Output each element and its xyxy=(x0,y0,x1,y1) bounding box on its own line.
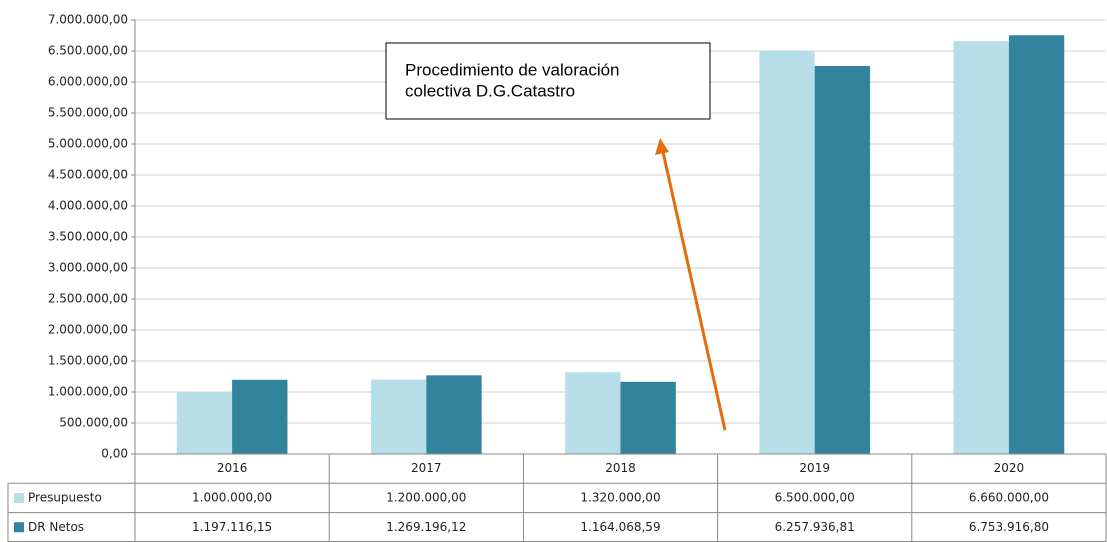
y-tick-label: 4.500.000,00 xyxy=(48,168,128,182)
y-tick-label: 5.500.000,00 xyxy=(48,106,128,120)
y-tick-label: 2.500.000,00 xyxy=(48,292,128,306)
bar xyxy=(176,392,233,454)
table-value: 6.257.936,81 xyxy=(775,520,855,534)
table-value: 6.660.000,00 xyxy=(969,490,1049,504)
bar xyxy=(426,375,482,454)
x-tick-label: 2019 xyxy=(799,461,830,475)
table-value: 6.753.916,80 xyxy=(969,520,1049,534)
x-tick-label: 2017 xyxy=(411,461,442,475)
bar xyxy=(232,379,288,454)
annotation-box xyxy=(385,42,711,120)
y-tick-label: 4.000.000,00 xyxy=(48,199,128,213)
table-value: 1.164.068,59 xyxy=(580,520,660,534)
table-value: 1.269.196,12 xyxy=(386,520,466,534)
annotation-text: colectiva D.G.Catastro xyxy=(405,81,575,100)
x-tick-label: 2020 xyxy=(994,461,1025,475)
y-tick-label: 500.000,00 xyxy=(59,416,128,430)
bar xyxy=(759,51,815,454)
arrow-head xyxy=(655,138,669,155)
y-tick-label: 5.000.000,00 xyxy=(48,137,128,151)
annotation-text: Procedimiento de valoración xyxy=(405,60,620,79)
table-value: 1.000.000,00 xyxy=(192,490,272,504)
x-tick-label: 2018 xyxy=(605,461,636,475)
y-tick-label: 6.500.000,00 xyxy=(48,44,128,58)
legend-label: Presupuesto xyxy=(28,490,102,504)
table-value: 1.197.116,15 xyxy=(192,520,272,534)
bar xyxy=(620,381,676,454)
legend-swatch xyxy=(14,492,24,503)
bar xyxy=(370,379,427,454)
y-tick-label: 0,00 xyxy=(101,447,128,461)
y-tick-label: 1.000.000,00 xyxy=(48,385,128,399)
bar xyxy=(953,41,1009,455)
y-tick-label: 3.500.000,00 xyxy=(48,230,128,244)
y-tick-label: 7.000.000,00 xyxy=(48,13,128,27)
table-value: 1.320.000,00 xyxy=(580,490,660,504)
y-tick-label: 2.000.000,00 xyxy=(48,323,128,337)
table-value: 6.500.000,00 xyxy=(775,490,855,504)
legend-swatch xyxy=(14,522,24,533)
table-value: 1.200.000,00 xyxy=(386,490,466,504)
x-tick-label: 2016 xyxy=(217,461,248,475)
bar xyxy=(1008,35,1065,454)
arrow-shaft xyxy=(661,151,727,431)
bar xyxy=(814,66,871,454)
legend-label: DR Netos xyxy=(28,520,84,534)
bar xyxy=(565,372,621,454)
y-tick-label: 3.000.000,00 xyxy=(48,261,128,275)
y-tick-label: 1.500.000,00 xyxy=(48,354,128,368)
y-tick-label: 6.000.000,00 xyxy=(48,75,128,89)
